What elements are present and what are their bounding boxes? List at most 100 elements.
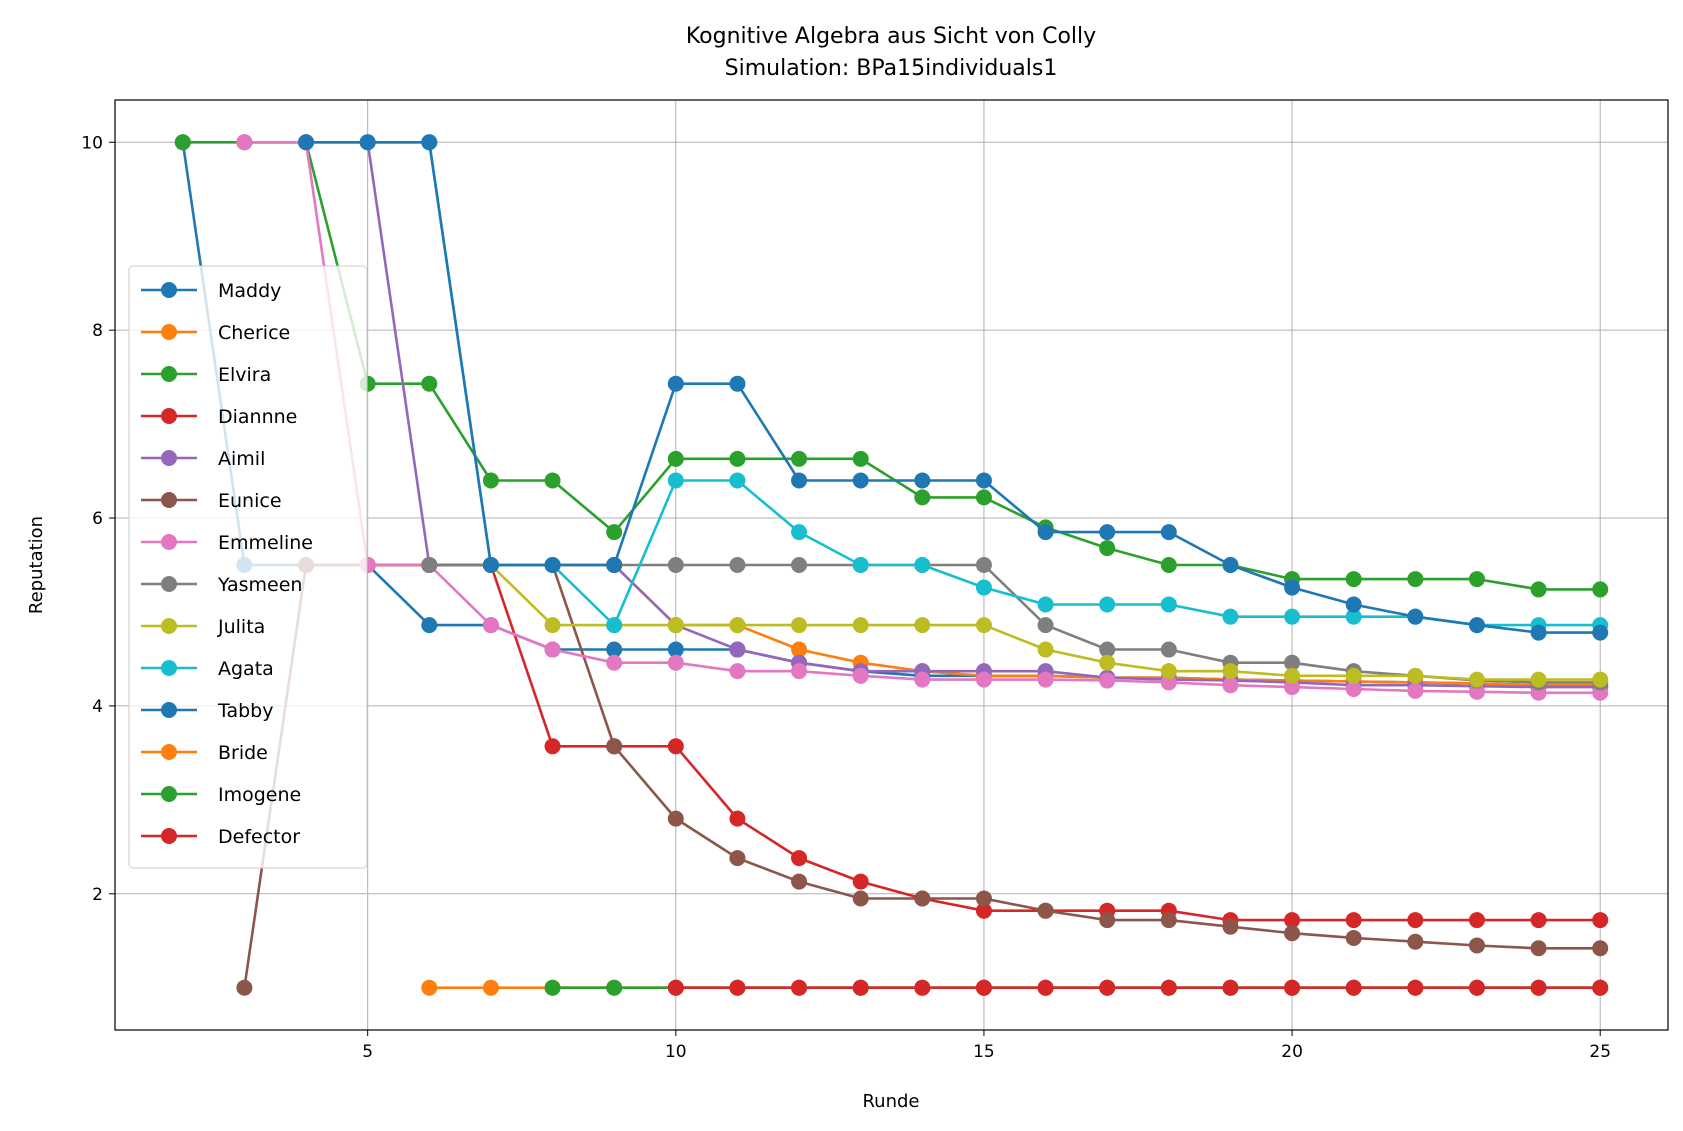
data-point <box>729 810 746 827</box>
data-point <box>1099 654 1116 671</box>
legend-marker <box>161 450 177 466</box>
data-point <box>1284 654 1301 671</box>
data-point <box>1160 524 1177 541</box>
legend-label: Emmeline <box>218 532 313 554</box>
data-point <box>1099 596 1116 613</box>
data-point <box>482 557 499 573</box>
data-point <box>729 375 746 392</box>
data-point <box>1222 663 1239 680</box>
data-point <box>1345 929 1362 946</box>
data-point <box>852 617 869 634</box>
data-point <box>914 979 931 996</box>
legend-item: Emmeline <box>141 532 313 554</box>
legend-marker <box>161 828 177 844</box>
data-point <box>359 134 376 151</box>
data-point <box>1222 677 1239 694</box>
legend-label: Tabby <box>217 700 273 722</box>
series-julita <box>482 557 1609 688</box>
legend: Maddy Cherice Elvira Diannne Aimil Eunice Emme… <box>128 265 368 869</box>
data-point <box>1099 524 1116 541</box>
legend-label: Maddy <box>218 280 281 302</box>
data-point <box>1592 581 1609 598</box>
data-point <box>1407 979 1424 996</box>
data-point <box>1530 671 1547 688</box>
series-line <box>244 141 1601 695</box>
legend-label: Imogene <box>218 784 301 806</box>
series-line <box>182 141 1601 591</box>
data-point <box>421 979 438 996</box>
data-point <box>544 641 561 658</box>
legend-marker <box>161 534 177 550</box>
data-point <box>606 654 623 671</box>
data-point <box>1160 912 1177 929</box>
data-point <box>914 557 931 573</box>
legend-marker <box>161 366 177 382</box>
data-point <box>729 472 746 489</box>
y-tick-label: 8 <box>92 321 103 341</box>
data-point <box>1284 979 1301 996</box>
legend-label: Defector <box>218 826 300 848</box>
legend-item: Tabby <box>141 700 273 722</box>
data-point <box>1160 557 1177 573</box>
data-point <box>852 667 869 684</box>
grid <box>115 100 1668 1030</box>
data-point <box>1407 682 1424 699</box>
y-tick-label: 4 <box>92 697 103 717</box>
data-point <box>1099 540 1116 557</box>
legend-item: Defector <box>141 826 300 848</box>
data-point <box>1160 979 1177 996</box>
data-point <box>729 850 746 867</box>
data-point <box>791 557 808 573</box>
data-point <box>852 472 869 489</box>
data-point <box>1407 912 1424 929</box>
data-point <box>975 579 992 596</box>
data-point <box>1592 912 1609 929</box>
data-point <box>1530 940 1547 957</box>
legend-item: Bride <box>141 742 268 764</box>
data-point <box>1160 596 1177 613</box>
data-point <box>1592 671 1609 688</box>
legend-item: Aimil <box>141 448 265 470</box>
data-point <box>1468 979 1485 996</box>
legend-marker <box>161 282 177 298</box>
data-point <box>606 738 623 755</box>
data-point <box>667 617 684 634</box>
legend-marker <box>161 492 177 508</box>
data-point <box>544 617 561 634</box>
data-point <box>667 450 684 467</box>
data-point <box>729 450 746 467</box>
legend-marker <box>161 702 177 718</box>
data-point <box>1407 933 1424 950</box>
data-point <box>1345 912 1362 929</box>
data-point <box>852 873 869 890</box>
data-point <box>1222 918 1239 935</box>
data-point <box>975 557 992 573</box>
data-point <box>667 654 684 671</box>
data-point <box>1345 681 1362 697</box>
data-point <box>174 134 191 151</box>
data-point <box>791 979 808 996</box>
data-point <box>1160 641 1177 658</box>
series-line <box>429 563 1601 684</box>
data-point <box>729 557 746 573</box>
data-point <box>1530 979 1547 996</box>
data-point <box>1345 596 1362 613</box>
data-point <box>1468 617 1485 634</box>
data-point <box>975 979 992 996</box>
series-line <box>306 141 1601 634</box>
data-point <box>1468 683 1485 700</box>
data-point <box>1592 940 1609 957</box>
data-point <box>1345 979 1362 996</box>
data-point <box>729 663 746 680</box>
series-tabby <box>298 134 1609 641</box>
data-point <box>1407 608 1424 625</box>
data-point <box>1592 979 1609 996</box>
data-point <box>1037 671 1054 688</box>
data-point <box>236 134 253 151</box>
data-point <box>914 472 931 489</box>
data-point <box>975 489 992 506</box>
data-point <box>914 489 931 506</box>
data-point <box>544 979 561 996</box>
series-emmeline <box>236 134 1609 701</box>
